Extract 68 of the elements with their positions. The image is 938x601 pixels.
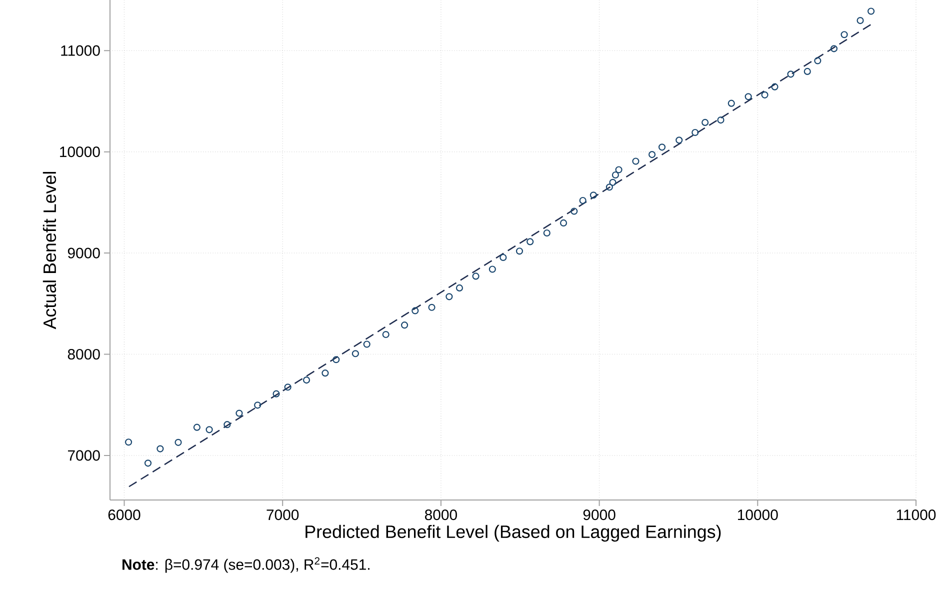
point (590, 192, 597, 199)
x-tick-label: 11000 (896, 510, 936, 520)
point (272, 390, 280, 398)
x-tick-label: 9000 (583, 510, 616, 520)
point (322, 370, 329, 377)
x-tick-label: 10000 (738, 510, 778, 520)
y-tick-label: 8000 (68, 348, 100, 360)
y-tick-label: 11000 (61, 45, 100, 56)
point (579, 196, 586, 204)
point (446, 293, 453, 300)
point (615, 166, 622, 174)
point (516, 248, 524, 255)
y-tick-label: 7000 (68, 450, 100, 461)
point (560, 219, 568, 227)
point (702, 118, 709, 126)
x-tick-label: 7000 (266, 510, 299, 520)
y-tick-label: 10000 (60, 146, 100, 158)
point (804, 68, 811, 75)
point (526, 238, 534, 246)
point (744, 93, 752, 100)
point (543, 229, 550, 237)
point (771, 83, 778, 90)
x-tick-label: 8000 (424, 510, 457, 520)
point (206, 426, 213, 434)
point (472, 272, 480, 280)
point (456, 284, 464, 292)
point (412, 307, 419, 314)
point (254, 402, 262, 409)
point (500, 254, 507, 262)
point (856, 16, 864, 24)
point (124, 438, 132, 446)
point (840, 31, 848, 38)
point (609, 178, 616, 186)
point (658, 144, 666, 151)
point (606, 184, 613, 191)
point (728, 100, 735, 107)
point (612, 171, 619, 179)
x-tick-label: 6000 (108, 510, 140, 520)
point (428, 304, 436, 311)
point (692, 128, 699, 136)
point (144, 460, 152, 467)
y-tick-label: 9000 (68, 248, 100, 258)
point (570, 208, 578, 215)
point (193, 424, 200, 431)
point (363, 340, 370, 348)
point (632, 158, 640, 165)
point (676, 136, 683, 144)
point (332, 356, 340, 364)
point (174, 438, 182, 446)
point (382, 330, 390, 338)
x-axis-title: Predicted Benefit Level (Based on Lagged Earnings) (306, 524, 721, 542)
point (224, 421, 231, 428)
point (352, 350, 359, 358)
point (236, 410, 243, 417)
point (830, 45, 838, 52)
point (156, 445, 164, 452)
point (284, 384, 292, 391)
point (868, 8, 875, 15)
point (648, 151, 656, 158)
point (761, 91, 768, 98)
point (787, 70, 794, 78)
point (302, 376, 310, 384)
point (488, 266, 496, 273)
point (717, 116, 724, 124)
point (400, 322, 408, 329)
y-axis-title: Actual Benefit Level (42, 172, 56, 330)
text: Note: β=0.974 (se=0.003), R$^{2}$=0.451. (122, 557, 370, 573)
point (814, 57, 822, 64)
